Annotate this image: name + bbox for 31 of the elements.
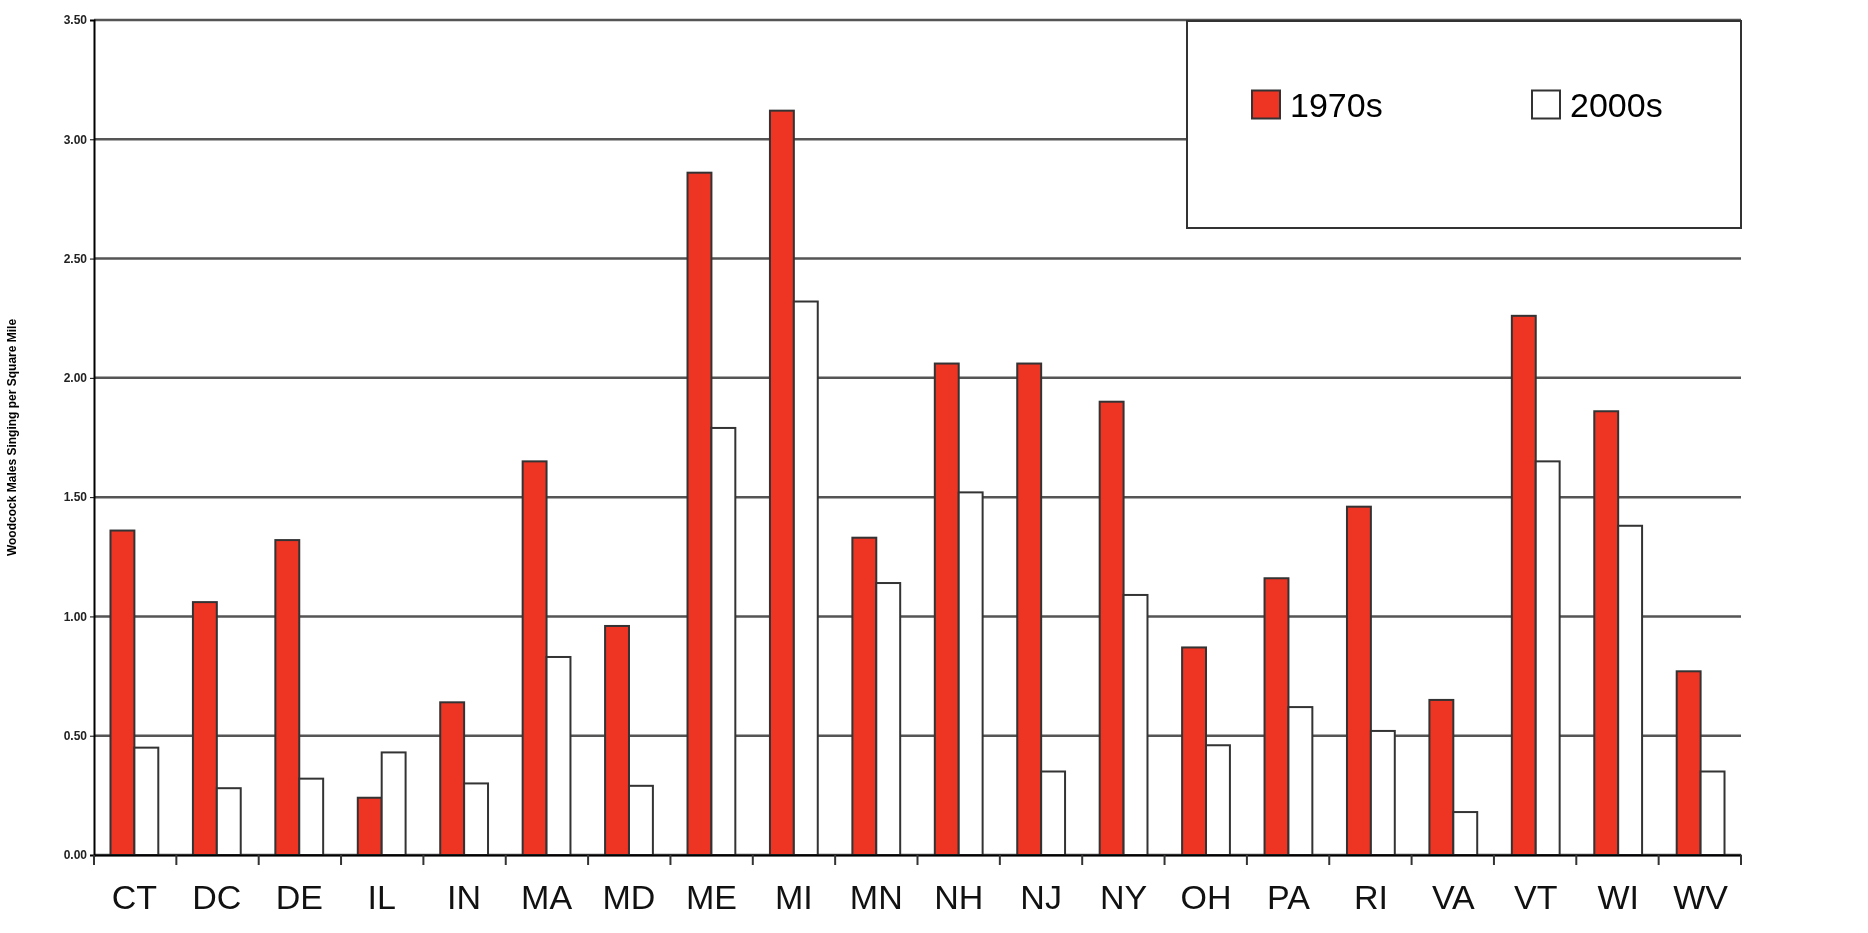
x-tick-label: VA <box>1431 878 1476 917</box>
x-tick-label: NY <box>1099 878 1148 917</box>
x-tick-label: OH <box>1180 878 1232 917</box>
x-tick-label: DE <box>275 878 323 917</box>
x-tick-label: WV <box>1673 878 1729 917</box>
x-tick-label: IN <box>447 878 482 917</box>
x-tick-label: ME <box>685 878 737 917</box>
x-tick-label: VT <box>1514 878 1558 917</box>
y-tick-label: 1.50 <box>63 490 88 505</box>
x-tick-label: NH <box>934 878 984 917</box>
y-tick-label: 3.00 <box>63 132 88 147</box>
x-tick-label: NJ <box>1020 878 1062 917</box>
y-tick-label: 2.50 <box>63 251 88 266</box>
x-tick-label: MN <box>849 878 903 917</box>
y-tick-label: 0.00 <box>63 848 88 863</box>
x-tick-label: DC <box>192 878 242 917</box>
x-tick-label: RI <box>1353 878 1388 917</box>
x-tick-label: IL <box>367 878 396 917</box>
y-tick-label: 2.00 <box>63 371 88 386</box>
legend-label: 1970s <box>1290 85 1383 124</box>
y-tick-label: 1.00 <box>63 609 88 624</box>
x-tick-label: MA <box>521 878 573 917</box>
x-tick-label: WI <box>1597 878 1639 917</box>
x-tick-label: CT <box>111 878 158 917</box>
x-tick-label: PA <box>1267 878 1311 917</box>
legend-label: 2000s <box>1570 85 1663 124</box>
x-tick-label: MD <box>602 878 656 917</box>
x-tick-label: MI <box>774 878 813 917</box>
y-tick-label: 3.50 <box>63 13 88 28</box>
y-tick-label: 0.50 <box>63 729 88 744</box>
y-axis-title: Woodcock Males Singing per Square Mile <box>5 318 19 557</box>
